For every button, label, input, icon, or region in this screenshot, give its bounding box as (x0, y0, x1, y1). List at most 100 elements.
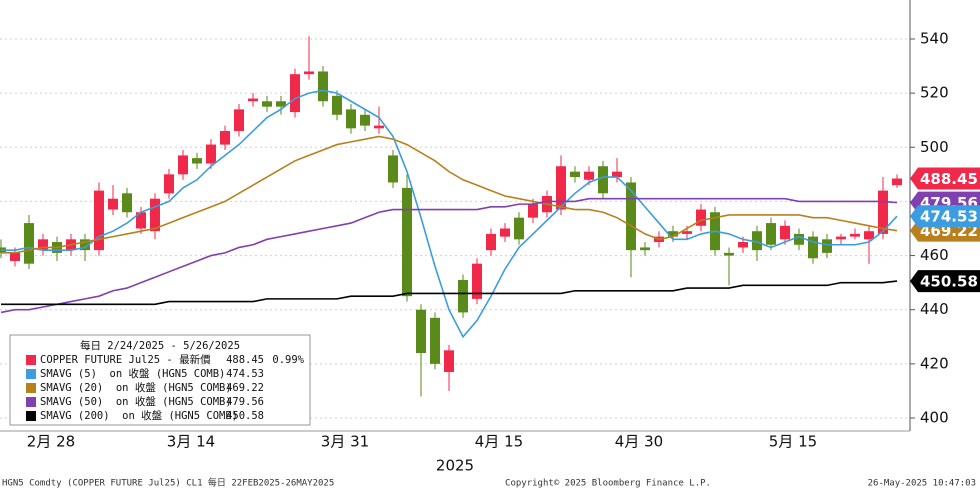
candle-body (612, 171, 622, 178)
sma-line (1, 135, 898, 254)
candle-body (150, 198, 160, 232)
x-tick-label: 5月 15 (769, 433, 817, 451)
candle-body (290, 74, 300, 113)
price-tag-label: 474.53 (920, 208, 978, 226)
y-tick-label: 540 (920, 29, 949, 47)
sma-line (1, 280, 898, 306)
x-axis-label: 2025 (436, 457, 474, 475)
footer-left: HGN5 Comdty (COPPER FUTURE Jul25) CL1 每日… (2, 477, 334, 489)
candle-body (836, 236, 846, 240)
candle-body (332, 95, 342, 115)
x-tick-label: 4月 30 (615, 433, 663, 451)
candle-body (402, 187, 412, 297)
x-tick-label: 3月 14 (167, 433, 215, 451)
candle-body (220, 131, 230, 145)
candle-body (178, 155, 188, 175)
legend-swatch (26, 383, 36, 393)
candle-body (416, 309, 426, 354)
plot (0, 36, 902, 397)
candle-body (752, 231, 762, 251)
candle-body (528, 204, 538, 218)
candle-body (668, 231, 678, 237)
legend-label: SMAVG (200) on 收盤 (HGN5 COMB) (40, 409, 238, 422)
y-tick-label: 520 (920, 84, 949, 102)
price-tag (910, 205, 980, 228)
candle-body (766, 223, 776, 245)
candle-body (262, 101, 272, 107)
candle-body (696, 209, 706, 226)
legend-title: 每日 2/24/2025 - 5/26/2025 (80, 339, 240, 352)
candle-body (598, 166, 608, 194)
footer-center: Copyright© 2025 Bloomberg Finance L.P. (505, 479, 711, 489)
y-tick-label: 400 (920, 409, 949, 427)
candle-body (122, 193, 132, 213)
candle-body (822, 239, 832, 253)
candle-body (192, 158, 202, 164)
candle-body (360, 114, 370, 126)
legend-swatch (26, 411, 36, 421)
legend-label: SMAVG (20) on 收盤 (HGN5 COMB) (40, 381, 232, 394)
legend-value: 474.53 (226, 368, 264, 380)
legend-swatch (26, 397, 36, 407)
footer-right: 26-May-2025 10:47:03 (868, 479, 976, 489)
candle-body (724, 252, 734, 256)
candle-body (514, 217, 524, 240)
candle-body (136, 212, 146, 229)
y-tick-label: 440 (920, 300, 949, 318)
legend-value: 450.58 (226, 410, 264, 422)
price-tag (910, 167, 980, 190)
candle-body (892, 178, 902, 186)
candle-body (738, 242, 748, 248)
candle-body (850, 233, 860, 237)
candle-body (794, 233, 804, 245)
candle-body (318, 71, 328, 102)
candle-body (24, 223, 34, 264)
candle-body (780, 225, 790, 240)
candle-body (584, 171, 594, 180)
candle-body (346, 109, 356, 129)
candle-body (458, 279, 468, 313)
legend-box (9, 334, 311, 426)
candle-body (430, 317, 440, 364)
candle-body (304, 71, 314, 75)
candle-body (682, 231, 692, 234)
legend-swatch (26, 369, 36, 379)
candle-body (80, 239, 90, 251)
candle-body (108, 198, 118, 210)
price-tag (910, 270, 980, 293)
x-tick-label: 3月 31 (321, 433, 369, 451)
candle-body (164, 174, 174, 194)
legend-value: 469.22 (226, 382, 264, 394)
sma-line (0, 197, 898, 314)
candle-body (486, 233, 496, 251)
y-tick-label: 420 (920, 354, 949, 372)
candle-body (248, 98, 258, 102)
candle-body (38, 239, 48, 251)
candle-body (570, 171, 580, 178)
x-tick-label: 2月 28 (27, 433, 75, 451)
candle-body (640, 247, 650, 251)
legend-value: 488.45 (226, 354, 264, 366)
y-tick-label: 460 (920, 246, 949, 264)
candle-body (808, 236, 818, 259)
legend: 每日 2/24/2025 - 5/26/2025 COPPER FUTURE J… (9, 334, 311, 426)
legend-swatch (26, 355, 36, 365)
legend-label: SMAVG (5) on 收盤 (HGN5 COMB) (40, 367, 225, 380)
legend-value: 479.56 (226, 396, 264, 408)
candle-body (94, 190, 104, 251)
candle-body (472, 263, 482, 299)
candle-body (276, 101, 286, 107)
price-tag-label: 488.45 (920, 170, 978, 188)
y-tick-label: 500 (920, 138, 949, 156)
candle-body (500, 228, 510, 237)
candle-body (206, 144, 216, 164)
candle-body (10, 252, 20, 261)
legend-label: SMAVG (50) on 收盤 (HGN5 COMB) (40, 395, 232, 408)
candle-body (374, 125, 384, 129)
candle-body (556, 166, 566, 210)
candle-body (444, 350, 454, 372)
legend-label: COPPER FUTURE Jul25 - 最新價 (40, 353, 211, 366)
x-tick-label: 4月 15 (475, 433, 523, 451)
